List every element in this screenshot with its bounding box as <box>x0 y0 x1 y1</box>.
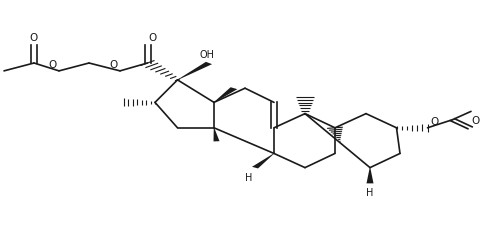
Text: O: O <box>430 117 438 127</box>
Polygon shape <box>178 62 212 80</box>
Text: H: H <box>366 188 374 198</box>
Polygon shape <box>214 128 220 141</box>
Text: H: H <box>246 173 252 183</box>
Text: OH: OH <box>199 50 214 60</box>
Polygon shape <box>214 87 238 102</box>
Text: O: O <box>471 116 479 126</box>
Text: O: O <box>109 60 118 70</box>
Text: O: O <box>30 33 38 43</box>
Text: O: O <box>48 60 56 70</box>
Polygon shape <box>252 153 274 169</box>
Text: O: O <box>148 33 157 43</box>
Polygon shape <box>366 168 374 183</box>
